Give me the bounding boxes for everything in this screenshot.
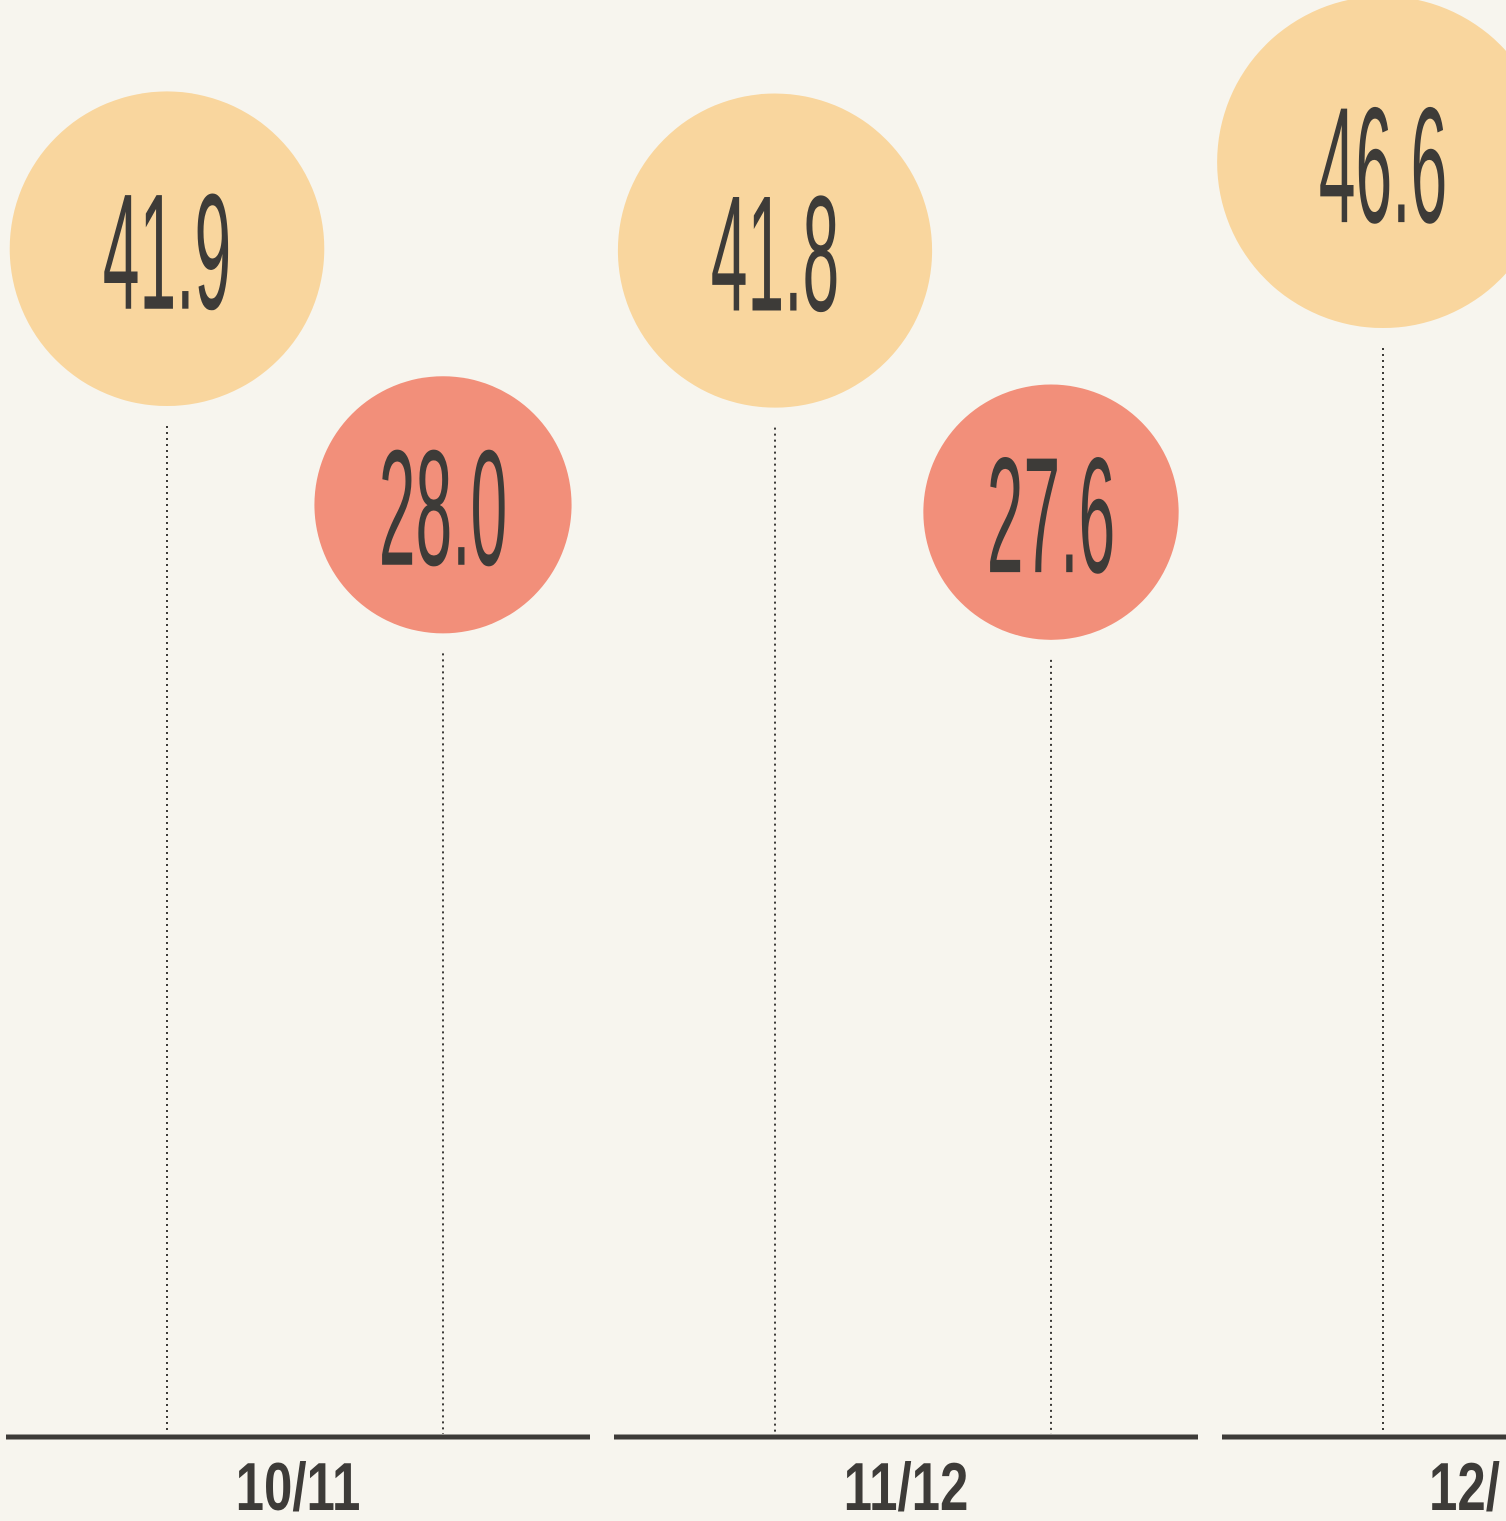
data-label: 27.6: [987, 422, 1115, 607]
data-label: 46.6: [1319, 72, 1447, 257]
data-label: 28.0: [379, 415, 507, 600]
bubble: [923, 384, 1179, 640]
x-tick-label: 10/11: [236, 1449, 361, 1521]
data-label: 41.8: [711, 161, 839, 346]
x-tick-label: 11/12: [844, 1449, 969, 1521]
x-tick-label: 12/: [1429, 1449, 1500, 1521]
bubble: [314, 376, 572, 634]
bubble: [9, 91, 325, 407]
data-label: 41.9: [103, 159, 231, 344]
bubble: [1217, 0, 1506, 328]
bubble: [617, 93, 933, 408]
